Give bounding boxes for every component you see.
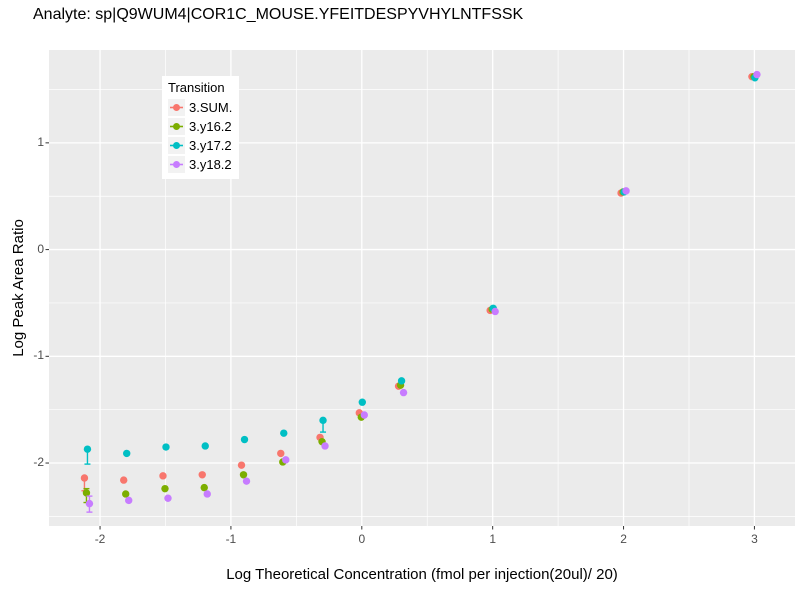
data-point bbox=[123, 449, 131, 458]
legend-label: 3.y18.2 bbox=[189, 157, 232, 172]
data-point bbox=[321, 442, 329, 450]
data-point bbox=[280, 429, 288, 437]
data-point bbox=[242, 477, 251, 485]
legend-label: 3.SUM. bbox=[189, 100, 233, 115]
data-point bbox=[201, 442, 209, 450]
data-point bbox=[83, 445, 92, 453]
data-point bbox=[237, 461, 246, 469]
legend-item: 3.SUM. bbox=[168, 98, 232, 117]
chart-title: Analyte: sp|Q9WUM4|COR1C_MOUSE.YFEITDESP… bbox=[33, 6, 524, 23]
data-point bbox=[358, 398, 366, 406]
legend-label: 3.y16.2 bbox=[189, 119, 232, 134]
data-point bbox=[122, 490, 130, 498]
data-point bbox=[491, 307, 499, 316]
y-tick-label: -1 bbox=[33, 348, 44, 363]
data-point bbox=[753, 70, 761, 79]
data-point bbox=[85, 499, 94, 508]
x-tick-label: 1 bbox=[489, 532, 497, 546]
pointrange-key-icon bbox=[168, 118, 185, 135]
data-point bbox=[82, 489, 91, 497]
data-point bbox=[203, 490, 211, 498]
data-point bbox=[622, 187, 630, 195]
legend-title: Transition bbox=[168, 80, 225, 95]
legend-item: 3.y16.2 bbox=[168, 117, 232, 136]
data-point bbox=[239, 471, 248, 479]
legend: Transition 3.SUM. 3.y16.2 3.y17.2 3.y18.… bbox=[162, 76, 240, 179]
data-point bbox=[159, 472, 167, 480]
data-point bbox=[319, 416, 327, 425]
data-point bbox=[240, 435, 249, 444]
y-tick-label: 1 bbox=[37, 134, 44, 149]
y-tick-label: -2 bbox=[33, 455, 44, 470]
data-point bbox=[162, 443, 170, 451]
data-point bbox=[164, 494, 172, 502]
data-point bbox=[399, 388, 408, 397]
legend-label: 3.y17.2 bbox=[189, 138, 232, 153]
y-tick-label: 0 bbox=[37, 241, 44, 256]
x-tick-label: -1 bbox=[225, 532, 237, 546]
data-point bbox=[277, 449, 285, 458]
x-tick-label: 2 bbox=[620, 532, 627, 546]
data-point bbox=[80, 474, 89, 482]
pointrange-key-icon bbox=[168, 156, 185, 173]
pointrange-key-icon bbox=[168, 137, 185, 154]
x-tick-label: 3 bbox=[751, 532, 758, 546]
data-point bbox=[200, 483, 208, 492]
data-point bbox=[282, 456, 290, 464]
x-tick-label: 0 bbox=[358, 532, 366, 546]
data-point bbox=[360, 411, 368, 419]
plot-panel bbox=[49, 50, 795, 526]
legend-item: 3.y18.2 bbox=[168, 155, 232, 174]
data-point bbox=[198, 471, 206, 479]
pointrange-key-icon bbox=[168, 99, 185, 116]
legend-item: 3.y17.2 bbox=[168, 136, 232, 155]
data-point bbox=[125, 496, 133, 505]
data-point bbox=[120, 476, 128, 484]
x-tick-label: -2 bbox=[94, 532, 106, 546]
data-point bbox=[161, 484, 169, 493]
y-axis-label: Log Peak Area Ratio bbox=[10, 219, 27, 357]
data-point bbox=[397, 377, 406, 385]
x-axis-label: Log Theoretical Concentration (fmol per … bbox=[226, 566, 618, 583]
